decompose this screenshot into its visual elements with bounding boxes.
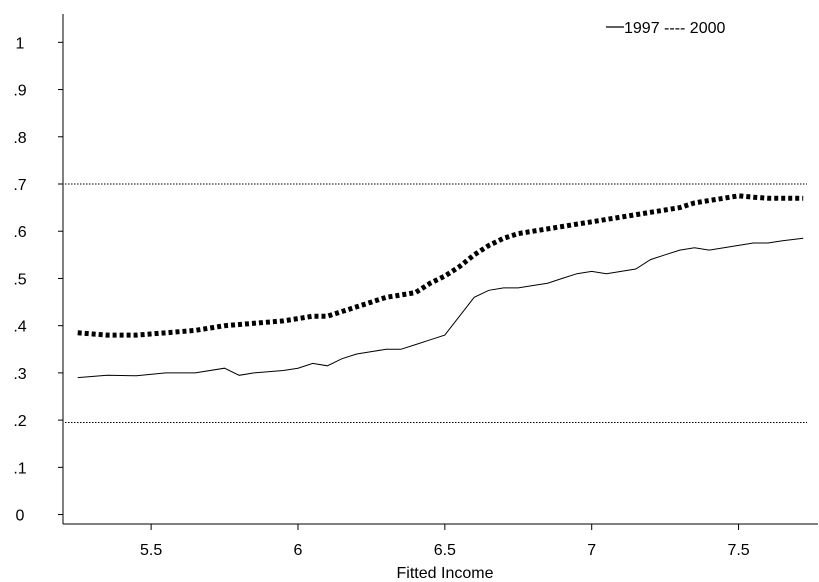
- reference-lines: [65, 183, 807, 423]
- y-tick-label: .7: [13, 177, 26, 194]
- x-tick-label: 6: [294, 542, 303, 559]
- series-line-1997: [77, 237, 804, 379]
- y-ticks: 0 .1 .2 .3 .4 .5 .6 .7 .8 .9 1: [13, 35, 63, 525]
- series-layer: [77, 193, 804, 379]
- y-tick-label: .8: [13, 130, 26, 147]
- y-tick-label: 1: [16, 35, 25, 52]
- series-line-2000: [77, 193, 804, 338]
- y-tick-label: .2: [13, 413, 26, 430]
- legend-text: 1997 ---- 2000: [624, 20, 725, 37]
- legend: 1997 ---- 2000: [606, 20, 725, 37]
- y-tick-label: .4: [13, 319, 26, 336]
- x-tick-label: 6.5: [434, 542, 456, 559]
- y-tick-label: 0: [16, 508, 25, 525]
- y-tick-label: .9: [13, 83, 26, 100]
- y-tick-label: .5: [13, 271, 26, 288]
- x-tick-label: 5.5: [140, 542, 162, 559]
- x-tick-label: 7: [587, 542, 596, 559]
- x-tick-label: 7.5: [727, 542, 749, 559]
- y-tick-label: .3: [13, 366, 26, 383]
- x-ticks: 5.5 6 6.5 7 7.5: [140, 524, 750, 559]
- y-tick-label: .1: [13, 460, 26, 477]
- x-axis-title: Fitted Income: [397, 565, 494, 582]
- axes: [62, 14, 818, 525]
- y-tick-label: .6: [13, 224, 26, 241]
